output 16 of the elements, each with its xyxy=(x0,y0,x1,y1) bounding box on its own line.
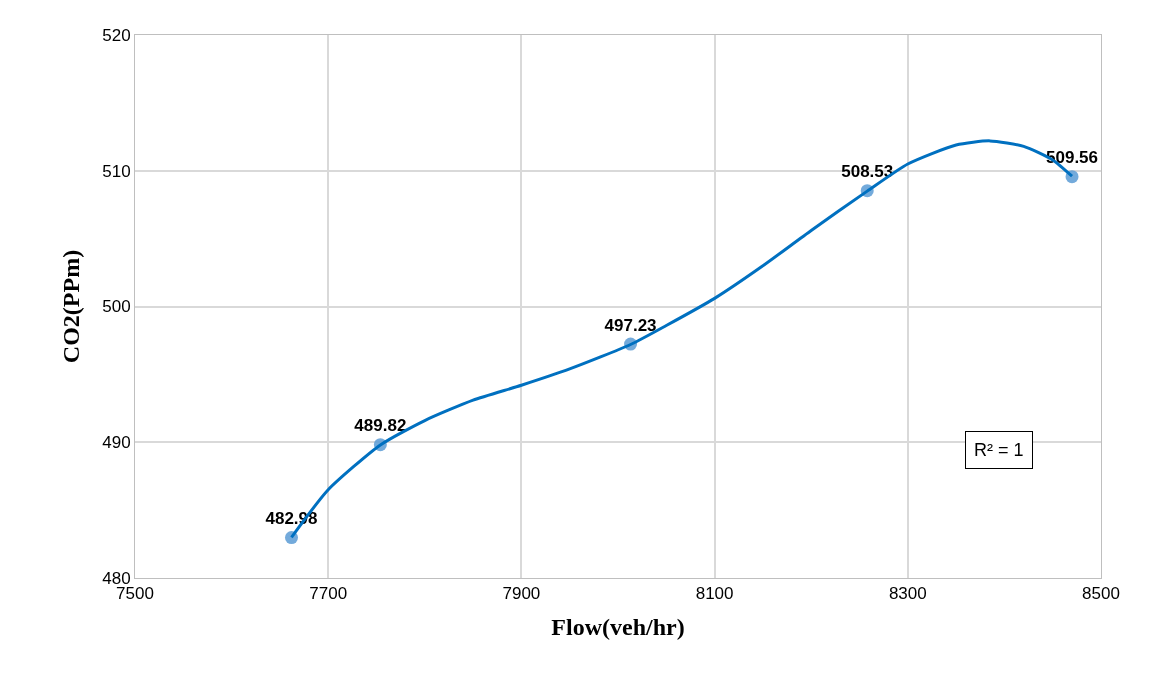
data-label: 509.56 xyxy=(1046,148,1099,168)
x-tick-label: 8100 xyxy=(695,584,734,604)
x-tick-label: 8500 xyxy=(1082,584,1120,604)
data-label: 497.23 xyxy=(604,315,657,335)
y-tick-label: 490 xyxy=(102,433,131,453)
x-tick-label: 7700 xyxy=(309,584,348,604)
y-axis-title: CO2(PPm) xyxy=(58,249,85,364)
x-tick-label: 7900 xyxy=(502,584,541,604)
annotation: R² = 1 xyxy=(974,440,1024,460)
y-tick-label: 520 xyxy=(102,25,131,45)
x-tick-label: 8300 xyxy=(888,584,927,604)
x-axis-title: Flow(veh/hr) xyxy=(551,613,685,640)
data-label: 508.53 xyxy=(841,162,894,182)
data-label: 489.82 xyxy=(354,416,407,436)
y-tick-label: 510 xyxy=(102,161,131,181)
y-tick-label: 500 xyxy=(102,297,131,317)
